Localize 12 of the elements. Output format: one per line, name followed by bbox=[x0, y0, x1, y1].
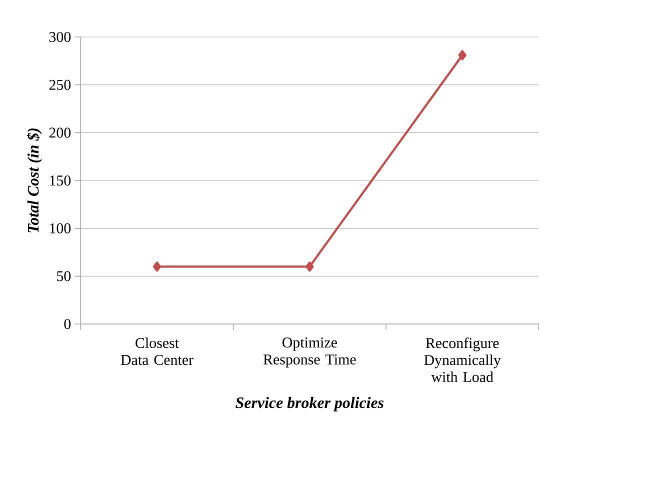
y-tick-label: 250 bbox=[49, 80, 71, 90]
x-tick-label: Closest Data Center bbox=[120, 338, 194, 365]
x-tick-label: Reconfigure Dynamically with Load bbox=[424, 338, 501, 382]
y-tick-label: 150 bbox=[50, 175, 71, 186]
y-tick-label: 100 bbox=[50, 223, 71, 234]
x-axis-title: Service broker policies bbox=[236, 396, 384, 412]
y-tick-label: 200 bbox=[49, 128, 71, 138]
x-tick-label: Optimize Response Time bbox=[263, 338, 356, 368]
y-tick-label: 300 bbox=[49, 32, 71, 42]
y-tick-label: 0 bbox=[64, 318, 71, 330]
y-tick-label: 50 bbox=[57, 271, 71, 282]
y-axis-title: Total Cost (in $) bbox=[26, 128, 42, 232]
